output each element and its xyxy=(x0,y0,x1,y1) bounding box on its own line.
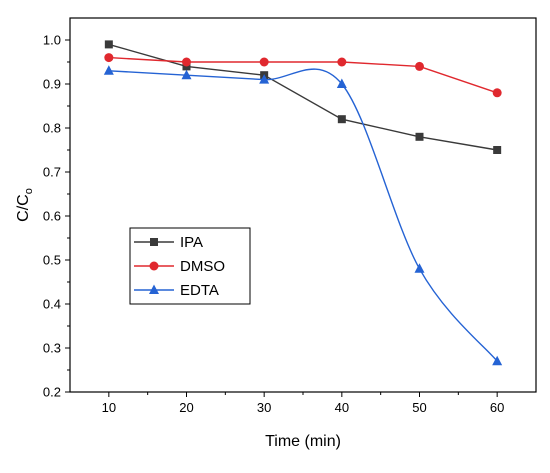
x-tick-label: 60 xyxy=(490,400,504,415)
legend-marker-edta xyxy=(149,284,159,294)
legend-marker-dmso xyxy=(149,261,159,271)
data-point-ipa xyxy=(337,115,346,124)
y-tick-label: 0.4 xyxy=(43,297,61,312)
y-tick-label: 1.0 xyxy=(43,33,61,48)
legend: IPA DMSO EDTA xyxy=(129,227,251,305)
y-tick-label: 0.2 xyxy=(43,385,61,400)
data-point-edta xyxy=(492,355,503,366)
data-point-dmso xyxy=(104,53,114,63)
legend-label-ipa: IPA xyxy=(180,234,203,251)
data-point-ipa xyxy=(415,132,424,141)
x-tick-label: 10 xyxy=(102,400,116,415)
data-point-dmso xyxy=(182,57,191,67)
data-point-dmso xyxy=(415,61,424,71)
data-point-ipa xyxy=(104,40,113,49)
series-layer xyxy=(103,40,503,366)
series-line-edta xyxy=(108,68,498,362)
data-point-dmso xyxy=(259,57,269,67)
axis-ticks: 10 20 30 40 50 60 0.2 0.3 0.4 0.5 0.6 0.7 0.8 0.9 1.0 xyxy=(43,33,504,416)
legend-label-dmso: DMSO xyxy=(180,258,225,275)
data-point-edta xyxy=(336,78,347,88)
data-point-edta xyxy=(103,65,114,75)
x-axis-title: Time (min) xyxy=(265,433,341,450)
legend-marker-ipa xyxy=(150,238,158,246)
x-tick-label: 50 xyxy=(412,400,426,415)
x-tick-label: 40 xyxy=(335,400,349,415)
y-axis-title: C/Co xyxy=(15,188,35,222)
y-tick-label: 0.3 xyxy=(43,341,61,356)
data-point-edta xyxy=(181,69,192,80)
y-tick-label: 0.7 xyxy=(43,165,61,180)
data-point-dmso xyxy=(337,57,347,67)
data-point-edta xyxy=(259,74,270,84)
y-tick-label: 0.8 xyxy=(43,121,61,136)
data-point-dmso xyxy=(492,88,502,98)
y-tick-label: 0.6 xyxy=(43,209,61,224)
plot-frame xyxy=(69,17,537,393)
x-tick-label: 30 xyxy=(257,400,271,415)
series-line-dmso xyxy=(108,56,498,94)
legend-label-edta: EDTA xyxy=(180,282,219,299)
series-line-ipa xyxy=(108,43,498,151)
y-tick-label: 0.9 xyxy=(43,77,61,92)
x-tick-label: 20 xyxy=(179,400,193,415)
y-tick-label: 0.5 xyxy=(43,253,61,268)
data-point-ipa xyxy=(493,146,502,154)
data-point-edta xyxy=(414,263,425,273)
